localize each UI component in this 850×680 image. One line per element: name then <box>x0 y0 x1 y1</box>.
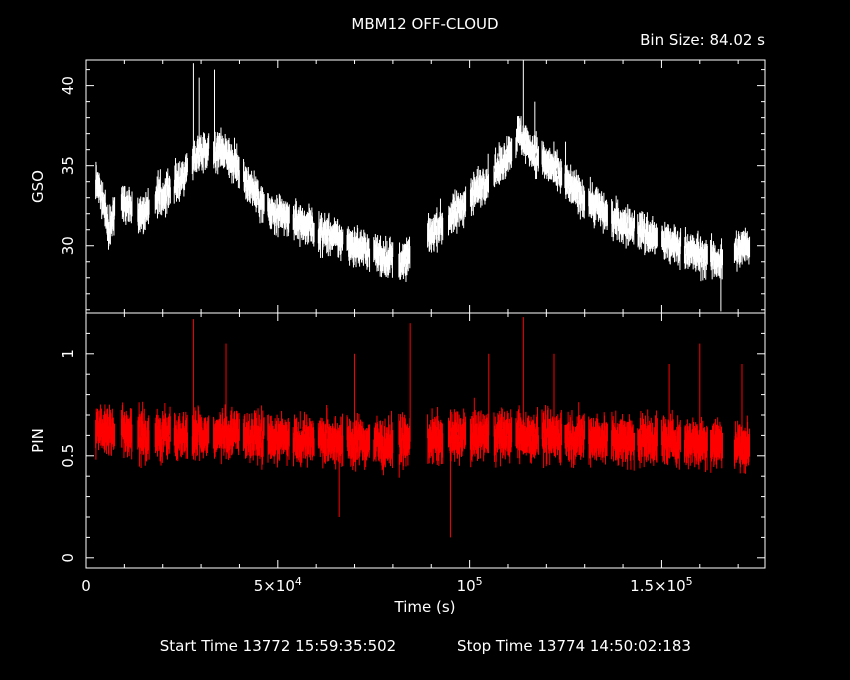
start-time-label: Start Time 13772 15:59:35:502 <box>160 637 396 655</box>
pin-series <box>95 317 751 538</box>
bin-size-label: Bin Size: 84.02 s <box>640 31 765 49</box>
y-tick-label: 35 <box>59 156 77 175</box>
gso-series <box>95 60 751 312</box>
y-tick-label: 0.5 <box>59 444 77 468</box>
pin-frame <box>85 312 766 569</box>
y-axis-label: PIN <box>29 428 47 453</box>
x-axis-label: Time (s) <box>394 598 456 616</box>
y-tick-label: 0 <box>59 553 77 563</box>
gso-frame <box>85 59 766 314</box>
x-tick-label: 1.5×105 <box>630 575 693 595</box>
chart-title: MBM12 OFF-CLOUD <box>351 15 498 33</box>
y-tick-label: 40 <box>59 76 77 95</box>
x-tick-label: 105 <box>457 575 483 595</box>
y-tick-label: 30 <box>59 236 77 255</box>
x-tick-label: 5×104 <box>254 575 302 595</box>
x-axis: 0 5×104 105 1.5×105 <box>81 575 692 595</box>
x-tick-label: 0 <box>81 577 91 595</box>
pin-panel: 0 0.5 1 PIN <box>29 312 766 569</box>
y-axis-label: GSO <box>29 170 47 203</box>
stop-time-label: Stop Time 13774 14:50:02:183 <box>457 637 691 655</box>
y-tick-label: 1 <box>59 349 77 359</box>
gso-panel: 30 35 40 GSO <box>29 59 766 314</box>
